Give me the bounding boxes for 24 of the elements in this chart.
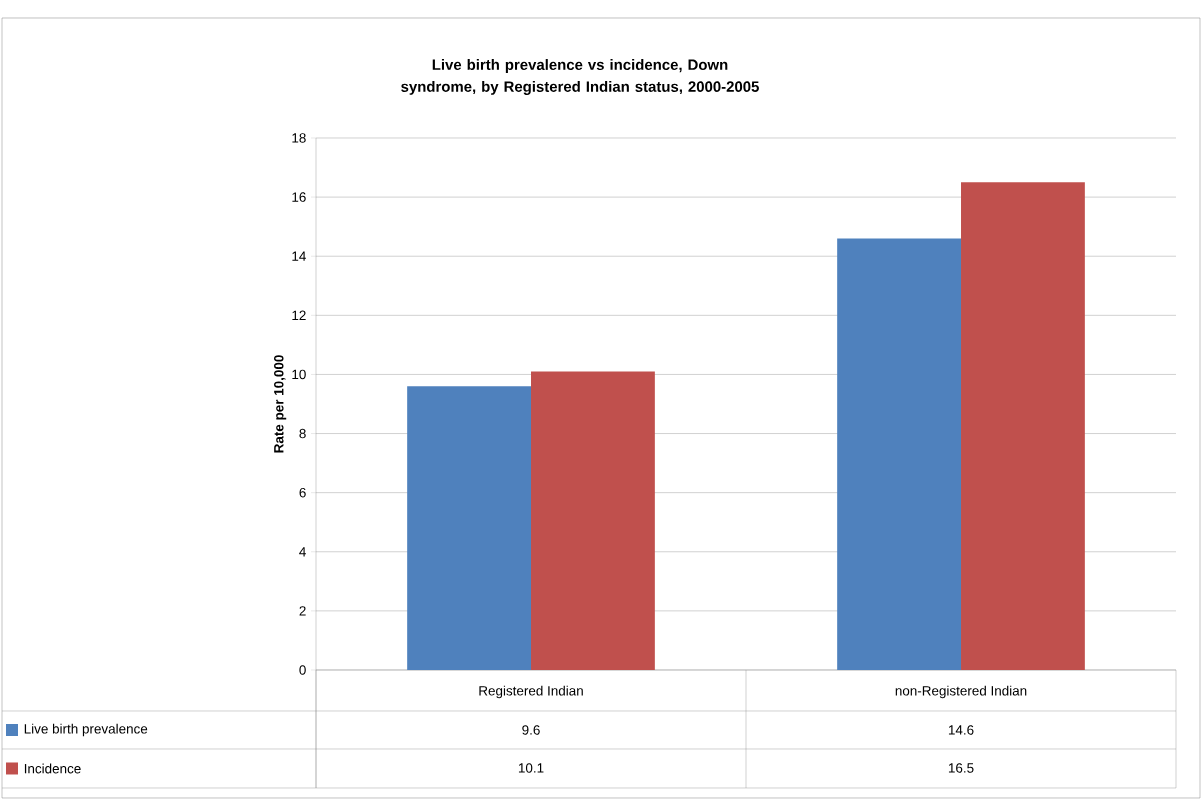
bar (407, 386, 532, 670)
legend-label: Incidence (24, 763, 81, 774)
legend-label: Live birth prevalence (24, 723, 148, 737)
data-label: 14.6 (948, 725, 974, 735)
y-tick-label: 10 (292, 369, 306, 380)
bar (961, 182, 1085, 670)
chart-title: Live birth prevalence vs incidence, Down syndrome, by Registered Indian status, 2000-2005 (401, 59, 759, 95)
y-axis-title: Rate per 10,000 (274, 355, 287, 453)
x-tick-label: Registered Indian (479, 685, 583, 699)
bar (837, 238, 962, 670)
y-tick-label: 16 (292, 192, 306, 202)
bar (531, 371, 655, 670)
data-label: 16.5 (948, 763, 974, 773)
data-label: 10.1 (518, 763, 544, 773)
y-tick-label: 8 (299, 428, 306, 439)
y-tick-label: 18 (292, 133, 306, 143)
y-tick-label: 14 (292, 251, 306, 261)
data-label: 9.6 (522, 725, 540, 735)
y-tick-label: 0 (299, 665, 306, 675)
y-tick-label: 4 (299, 547, 306, 557)
y-tick-label: 2 (299, 606, 306, 616)
x-tick-label: non-Registered Indian (895, 685, 1027, 699)
y-tick-label: 12 (292, 310, 306, 321)
y-tick-label: 6 (299, 487, 306, 498)
